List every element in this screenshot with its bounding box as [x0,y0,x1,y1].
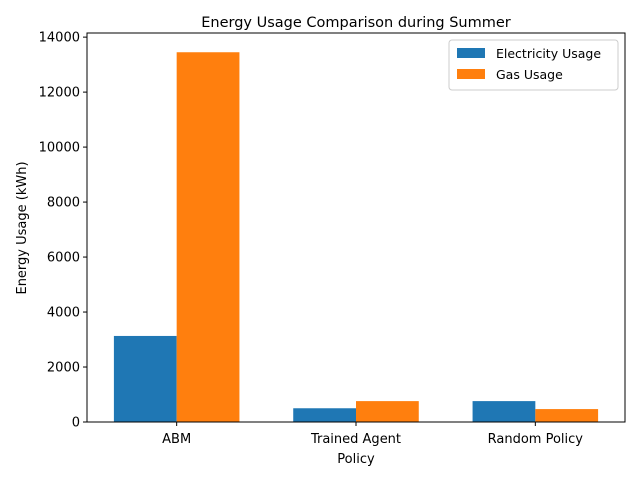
bar-gas-usage-random-policy [535,409,599,422]
y-tick-label: 6000 [47,251,80,266]
y-tick-label: 14000 [39,31,80,46]
bar-gas-usage-abm [176,52,240,423]
x-axis-label: Policy [337,452,375,467]
y-tick-label: 0 [72,416,80,431]
y-axis: 0 2000 4000 6000 8000 10000 12000 14000 [39,31,87,431]
x-tick-label: ABM [162,432,191,447]
chart-title: Energy Usage Comparison during Summer [201,15,511,31]
x-tick-label: Trained Agent [310,432,401,447]
legend-label: Electricity Usage [496,46,601,61]
legend-box [448,39,619,91]
bar-gas-usage-trained-agent [356,401,419,422]
y-tick-label: 2000 [47,361,80,376]
y-tick-label: 4000 [47,306,80,321]
y-tick-label: 8000 [47,196,80,211]
legend-label: Gas Usage [496,67,563,82]
plot-frame [86,32,626,423]
y-tick-label: 10000 [39,141,80,156]
legend-swatch [457,69,485,79]
bar-electricity-usage-trained-agent [293,408,356,422]
legend-swatch [457,48,485,58]
legend: Electricity Usage Gas Usage [448,39,619,91]
bars-group [113,52,599,423]
x-axis: ABM Trained Agent Random Policy [162,422,583,447]
bar-electricity-usage-abm [113,335,177,422]
x-tick-label: Random Policy [488,432,584,447]
bar-electricity-usage-random-policy [472,401,536,422]
y-tick-label: 12000 [39,86,80,101]
y-axis-label: Energy Usage (kWh) [15,161,30,294]
